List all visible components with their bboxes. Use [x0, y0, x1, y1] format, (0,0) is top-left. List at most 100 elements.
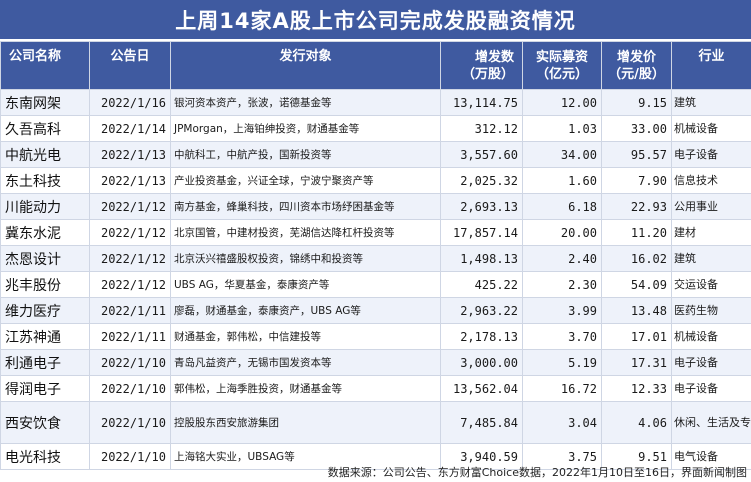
header-company: 公司名称	[0, 41, 90, 90]
source-note: 数据来源：公司公告、东方财富Choice数据，2022年1月10日至16日，界面…	[327, 466, 747, 479]
announce-date: 2022/1/10	[89, 349, 171, 376]
company-name: 川能动力	[0, 193, 90, 220]
issue-target: 控股股东西安旅游集团	[170, 401, 441, 444]
shares-issued: 13,562.04	[440, 375, 523, 402]
issue-target: 南方基金，蜂巢科技，四川资本市场纾困基金等	[170, 193, 441, 220]
announce-date: 2022/1/12	[89, 245, 171, 272]
issue-target: 青岛凡益资产，无锡市国发资本等	[170, 349, 441, 376]
company-name: 中航光电	[0, 141, 90, 168]
amount-raised: 20.00	[522, 219, 602, 246]
shares-issued: 7,485.84	[440, 401, 523, 444]
industry: 电子设备	[671, 141, 751, 168]
amount-raised: 1.03	[522, 115, 602, 142]
announce-date: 2022/1/12	[89, 271, 171, 298]
issue-price: 16.02	[601, 245, 672, 272]
shares-issued: 2,178.13	[440, 323, 523, 350]
industry: 电子设备	[671, 375, 751, 402]
company-name: 江苏神通	[0, 323, 90, 350]
table-row: 得润电子 2022/1/10 郭伟松，上海季胜投资，财通基金等 13,562.0…	[0, 375, 751, 402]
header-industry: 行业	[671, 41, 751, 90]
announce-date: 2022/1/13	[89, 141, 171, 168]
amount-raised: 34.00	[522, 141, 602, 168]
issue-target: 郭伟松，上海季胜投资，财通基金等	[170, 375, 441, 402]
industry: 信息技术	[671, 167, 751, 194]
announce-date: 2022/1/10	[89, 401, 171, 444]
announce-date: 2022/1/12	[89, 219, 171, 246]
issue-target: 北京沃兴禧盛股权投资，锦绣中和投资等	[170, 245, 441, 272]
industry: 建筑	[671, 89, 751, 116]
issue-price: 9.15	[601, 89, 672, 116]
header-price: 增发价 （元/股）	[601, 41, 672, 90]
issue-target: JPMorgan，上海铂绅投资，财通基金等	[170, 115, 441, 142]
announce-date: 2022/1/13	[89, 167, 171, 194]
issue-target: 财通基金，郭伟松，中信建投等	[170, 323, 441, 350]
issue-price: 17.31	[601, 349, 672, 376]
page-title: 上周14家A股上市公司完成发股融资情况	[0, 0, 751, 39]
issue-target: 银河资本资产，张波，诺德基金等	[170, 89, 441, 116]
amount-raised: 3.99	[522, 297, 602, 324]
industry: 机械设备	[671, 115, 751, 142]
amount-raised: 1.60	[522, 167, 602, 194]
industry: 医药生物	[671, 297, 751, 324]
header-date: 公告日	[89, 41, 171, 90]
table-row: 杰恩设计 2022/1/12 北京沃兴禧盛股权投资，锦绣中和投资等 1,498.…	[0, 245, 751, 272]
issue-price: 12.33	[601, 375, 672, 402]
amount-raised: 2.30	[522, 271, 602, 298]
company-name: 得润电子	[0, 375, 90, 402]
industry: 建筑	[671, 245, 751, 272]
amount-raised: 3.75	[522, 443, 602, 470]
amount-raised: 16.72	[522, 375, 602, 402]
announce-date: 2022/1/16	[89, 89, 171, 116]
industry: 建材	[671, 219, 751, 246]
shares-issued: 2,693.13	[440, 193, 523, 220]
table-row: 中航光电 2022/1/13 中航科工，中航产投，国新投资等 3,557.60 …	[0, 141, 751, 168]
announce-date: 2022/1/11	[89, 297, 171, 324]
table-row: 兆丰股份 2022/1/12 UBS AG，华夏基金，泰康资产等 425.22 …	[0, 271, 751, 298]
amount-raised: 5.19	[522, 349, 602, 376]
amount-raised: 3.04	[522, 401, 602, 444]
issue-price: 17.01	[601, 323, 672, 350]
shares-issued: 312.12	[440, 115, 523, 142]
table-row: 久吾高科 2022/1/14 JPMorgan，上海铂绅投资，财通基金等 312…	[0, 115, 751, 142]
header-target: 发行对象	[170, 41, 441, 90]
company-name: 兆丰股份	[0, 271, 90, 298]
issue-price: 95.57	[601, 141, 672, 168]
issue-target: 北京国管，中建材投资，芜湖信达降杠杆投资等	[170, 219, 441, 246]
table-row: 电光科技 2022/1/10 上海铭大实业，UBSAG等 3,940.59 3.…	[0, 443, 751, 470]
company-name: 冀东水泥	[0, 219, 90, 246]
table-row: 江苏神通 2022/1/11 财通基金，郭伟松，中信建投等 2,178.13 3…	[0, 323, 751, 350]
announce-date: 2022/1/10	[89, 375, 171, 402]
issue-target: 中航科工，中航产投，国新投资等	[170, 141, 441, 168]
header-row: 公司名称 公告日 发行对象 增发数 （万股） 实际募资 （亿元） 增发价 （元/…	[0, 41, 751, 90]
company-name: 东土科技	[0, 167, 90, 194]
issue-price: 9.51	[601, 443, 672, 470]
amount-raised: 12.00	[522, 89, 602, 116]
company-name: 杰恩设计	[0, 245, 90, 272]
announce-date: 2022/1/11	[89, 323, 171, 350]
industry: 电子设备	[671, 349, 751, 376]
industry: 公用事业	[671, 193, 751, 220]
table-row: 利通电子 2022/1/10 青岛凡益资产，无锡市国发资本等 3,000.00 …	[0, 349, 751, 376]
shares-issued: 1,498.13	[440, 245, 523, 272]
shares-issued: 17,857.14	[440, 219, 523, 246]
company-name: 久吾高科	[0, 115, 90, 142]
issue-target: 上海铭大实业，UBSAG等	[170, 443, 441, 470]
table-row: 川能动力 2022/1/12 南方基金，蜂巢科技，四川资本市场纾困基金等 2,6…	[0, 193, 751, 220]
industry: 电气设备	[671, 443, 751, 470]
issue-price: 7.90	[601, 167, 672, 194]
announce-date: 2022/1/12	[89, 193, 171, 220]
industry: 交运设备	[671, 271, 751, 298]
amount-raised: 2.40	[522, 245, 602, 272]
table-row: 东南网架 2022/1/16 银河资本资产，张波，诺德基金等 13,114.75…	[0, 89, 751, 116]
issue-price: 54.09	[601, 271, 672, 298]
industry: 休闲、生活及专业服务	[671, 401, 751, 444]
amount-raised: 6.18	[522, 193, 602, 220]
header-raised: 实际募资 （亿元）	[522, 41, 602, 90]
industry: 机械设备	[671, 323, 751, 350]
amount-raised: 3.70	[522, 323, 602, 350]
table-row: 冀东水泥 2022/1/12 北京国管，中建材投资，芜湖信达降杠杆投资等 17,…	[0, 219, 751, 246]
header-shares: 增发数 （万股）	[440, 41, 523, 90]
company-name: 东南网架	[0, 89, 90, 116]
table-row: 西安饮食 2022/1/10 控股股东西安旅游集团 7,485.84 3.04 …	[0, 401, 751, 444]
company-name: 西安饮食	[0, 401, 90, 444]
